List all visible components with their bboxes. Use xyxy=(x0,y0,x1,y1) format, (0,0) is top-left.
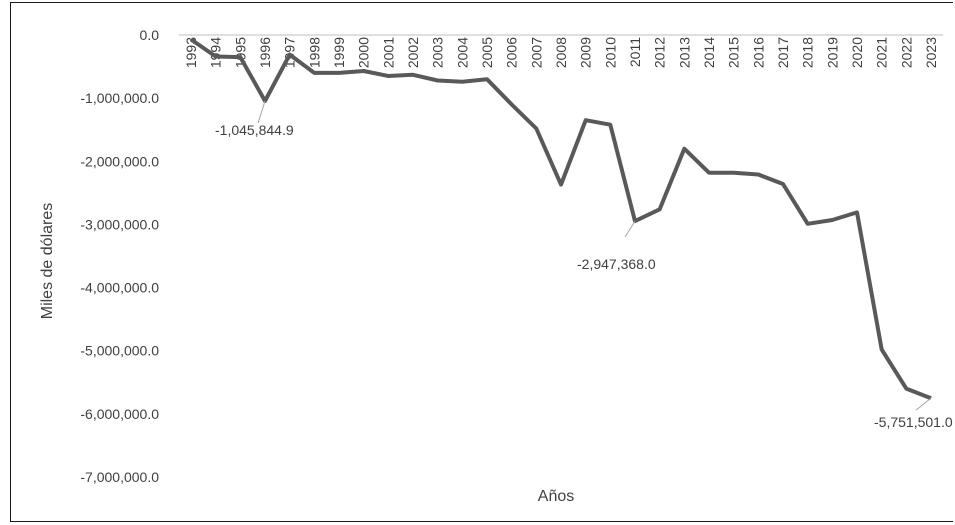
x-tick-label: 2018 xyxy=(800,37,816,68)
y-tick-label: -3,000,000.0 xyxy=(80,216,159,232)
y-axis-ticks: 0.0 -1,000,000.0 -2,000,000.0 -3,000,000.0 -… xyxy=(80,27,159,485)
x-tick-label: 2008 xyxy=(553,37,569,68)
x-tick-label: 1998 xyxy=(306,37,322,68)
x-tick-label: 2005 xyxy=(479,37,495,68)
data-label-leader xyxy=(257,100,266,124)
line-chart: 0.0 -1,000,000.0 -2,000,000.0 -3,000,000.0 -… xyxy=(39,27,953,505)
data-label-leader xyxy=(624,220,636,238)
x-tick-label: 1994 xyxy=(208,37,224,68)
x-tick-label: 2019 xyxy=(824,37,840,68)
y-tick-label: -5,000,000.0 xyxy=(80,343,159,359)
x-tick-label: 2003 xyxy=(430,37,446,68)
x-tick-label: 2006 xyxy=(504,37,520,68)
y-tick-label: -1,000,000.0 xyxy=(80,90,159,106)
x-tick-label: 2022 xyxy=(898,37,914,68)
x-tick-label: 2013 xyxy=(676,37,692,68)
x-tick-label: 2017 xyxy=(775,37,791,68)
x-tick-label: 2010 xyxy=(602,37,618,68)
series-group xyxy=(189,37,932,401)
x-tick-label: 1999 xyxy=(331,37,347,68)
y-tick-label: -6,000,000.0 xyxy=(80,406,159,422)
x-tick-label: 2009 xyxy=(578,37,594,68)
y-tick-label: 0.0 xyxy=(140,27,160,43)
x-axis-title: Años xyxy=(538,488,574,505)
x-tick-label: 2002 xyxy=(405,37,421,68)
series-line xyxy=(189,37,932,401)
y-tick-label: -4,000,000.0 xyxy=(80,280,159,296)
x-tick-label: 2000 xyxy=(356,37,372,68)
x-tick-label: 2011 xyxy=(627,37,643,67)
x-tick-label: 1993 xyxy=(183,37,199,68)
x-tick-label: 2012 xyxy=(652,37,668,68)
x-tick-label: 2020 xyxy=(849,37,865,68)
x-tick-label: 2021 xyxy=(874,37,890,68)
y-tick-label: -2,000,000.0 xyxy=(80,153,159,169)
data-label: -2,947,368.0 xyxy=(577,256,656,272)
data-label-leader xyxy=(915,397,932,411)
y-tick-label: -7,000,000.0 xyxy=(80,469,159,485)
data-label: -1,045,844.9 xyxy=(215,122,294,138)
x-tick-label: 2001 xyxy=(380,37,396,68)
x-tick-label: 2014 xyxy=(701,37,717,68)
chart-frame: 0.0 -1,000,000.0 -2,000,000.0 -3,000,000.0 -… xyxy=(10,2,953,522)
x-tick-label: 2016 xyxy=(750,37,766,68)
x-axis-ticks: 1993 1994 1995 1996 1997 1998 1999 2000 2001 2002… xyxy=(183,37,939,68)
data-labels: -1,045,844.9 -2,947,368.0 -5,751,501.0 xyxy=(215,100,953,430)
x-tick-label: 2015 xyxy=(726,37,742,68)
y-axis-title: Miles de dólares xyxy=(39,203,56,320)
x-tick-label: 2007 xyxy=(528,37,544,68)
data-label: -5,751,501.0 xyxy=(874,414,953,430)
x-tick-label: 1996 xyxy=(257,37,273,68)
x-tick-label: 2023 xyxy=(923,37,939,68)
x-tick-label: 2004 xyxy=(454,37,470,68)
